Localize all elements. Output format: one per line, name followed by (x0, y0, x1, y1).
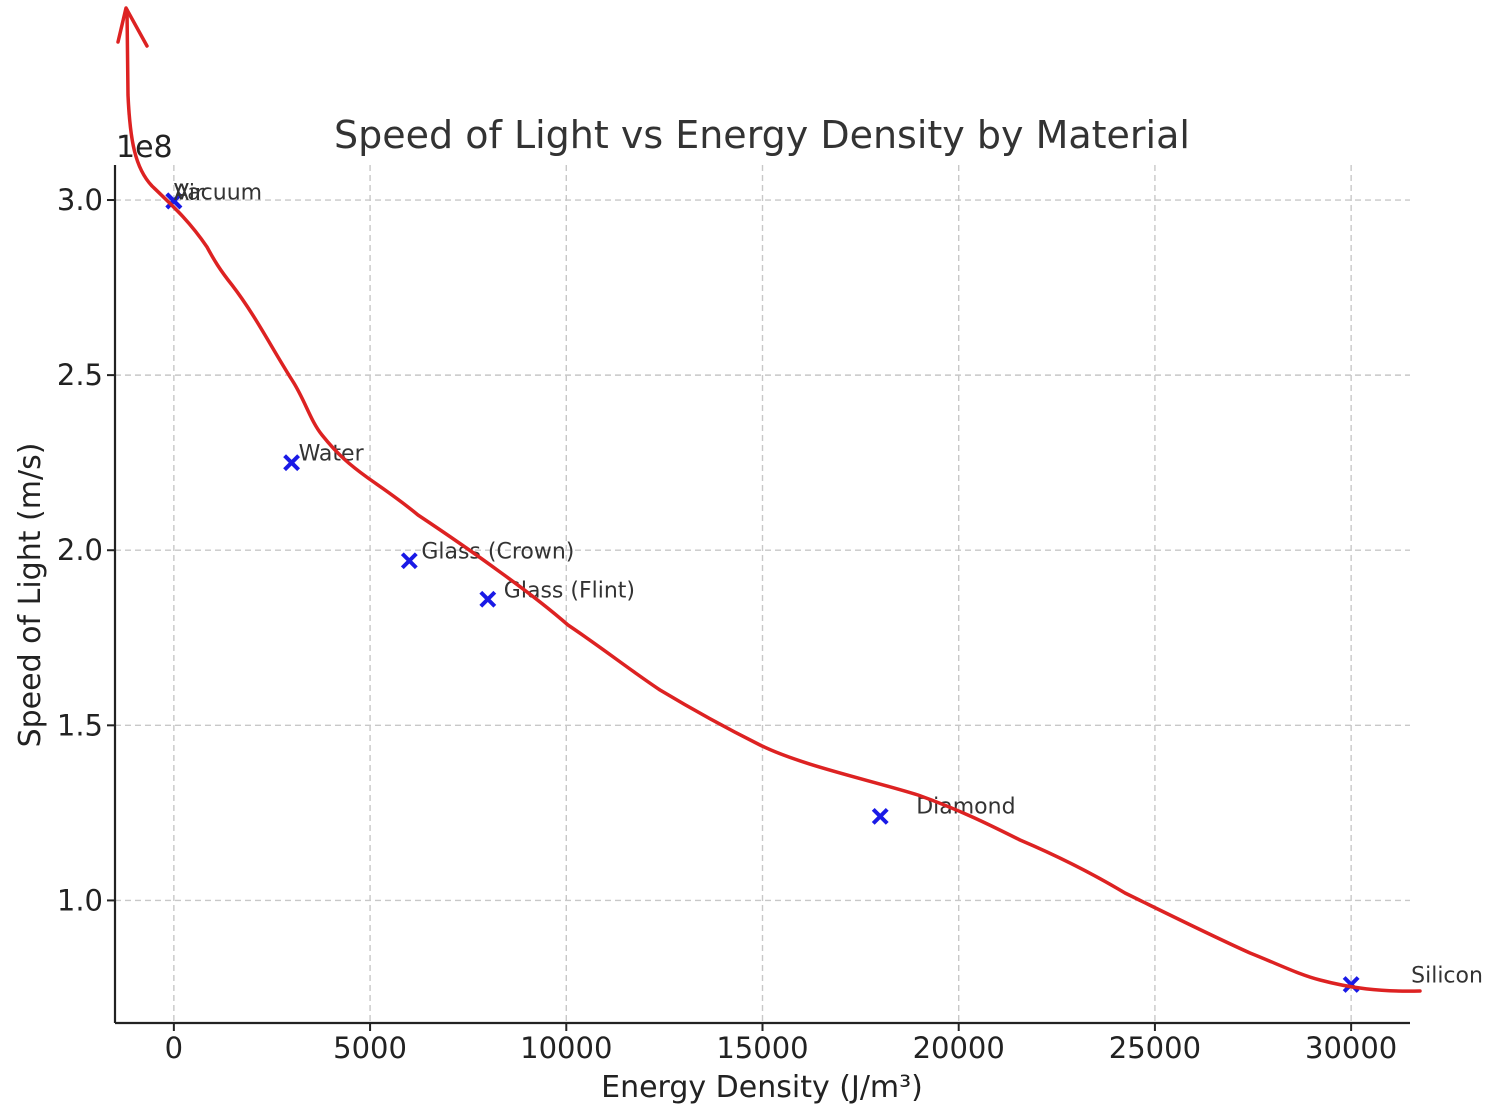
data-points (165, 192, 1360, 993)
data-point-marker (283, 454, 301, 472)
chart-title: Speed of Light vs Energy Density by Mate… (334, 113, 1190, 157)
x-axis-label: Energy Density (J/m³) (601, 1070, 923, 1105)
red-arrowhead (116, 6, 149, 48)
point-label: Air (174, 181, 205, 206)
y-tick-label: 1.0 (57, 883, 103, 917)
x-tick-label: 25000 (1109, 1031, 1201, 1065)
y-axis-label: Speed of Light (m/s) (13, 443, 48, 748)
red-hand-drawn-curve (125, 8, 1422, 993)
y-tick-label: 2.0 (57, 533, 103, 567)
point-label: Vacuum (174, 181, 262, 206)
data-point-marker (479, 590, 497, 608)
data-point-marker (400, 552, 418, 570)
x-tick-label: 20000 (913, 1031, 1005, 1065)
y-tick-label: 2.5 (57, 358, 103, 392)
y-axis-ticks: 1.0 1.5 2.0 2.5 3.0 (57, 183, 115, 917)
data-point-marker (165, 192, 183, 210)
data-point-marker (1342, 976, 1360, 993)
point-label: Glass (Crown) (421, 540, 574, 565)
point-label: Silicon (1411, 963, 1483, 988)
x-tick-label: 0 (165, 1031, 183, 1065)
grid-layer (115, 165, 1410, 1023)
x-axis-ticks: 0 5000 10000 15000 20000 25000 30000 (165, 1023, 1397, 1065)
freehand-annotation (116, 6, 1422, 993)
axes-spines (113, 165, 1410, 1025)
x-tick-label: 30000 (1305, 1031, 1397, 1065)
y-axis-offset-label: 1e8 (116, 130, 173, 165)
data-point-marker (871, 807, 889, 825)
x-tick-label: 15000 (716, 1031, 808, 1065)
x-tick-label: 5000 (333, 1031, 407, 1065)
y-tick-label: 3.0 (57, 183, 103, 217)
x-tick-label: 10000 (520, 1031, 612, 1065)
y-tick-label: 1.5 (57, 708, 103, 742)
